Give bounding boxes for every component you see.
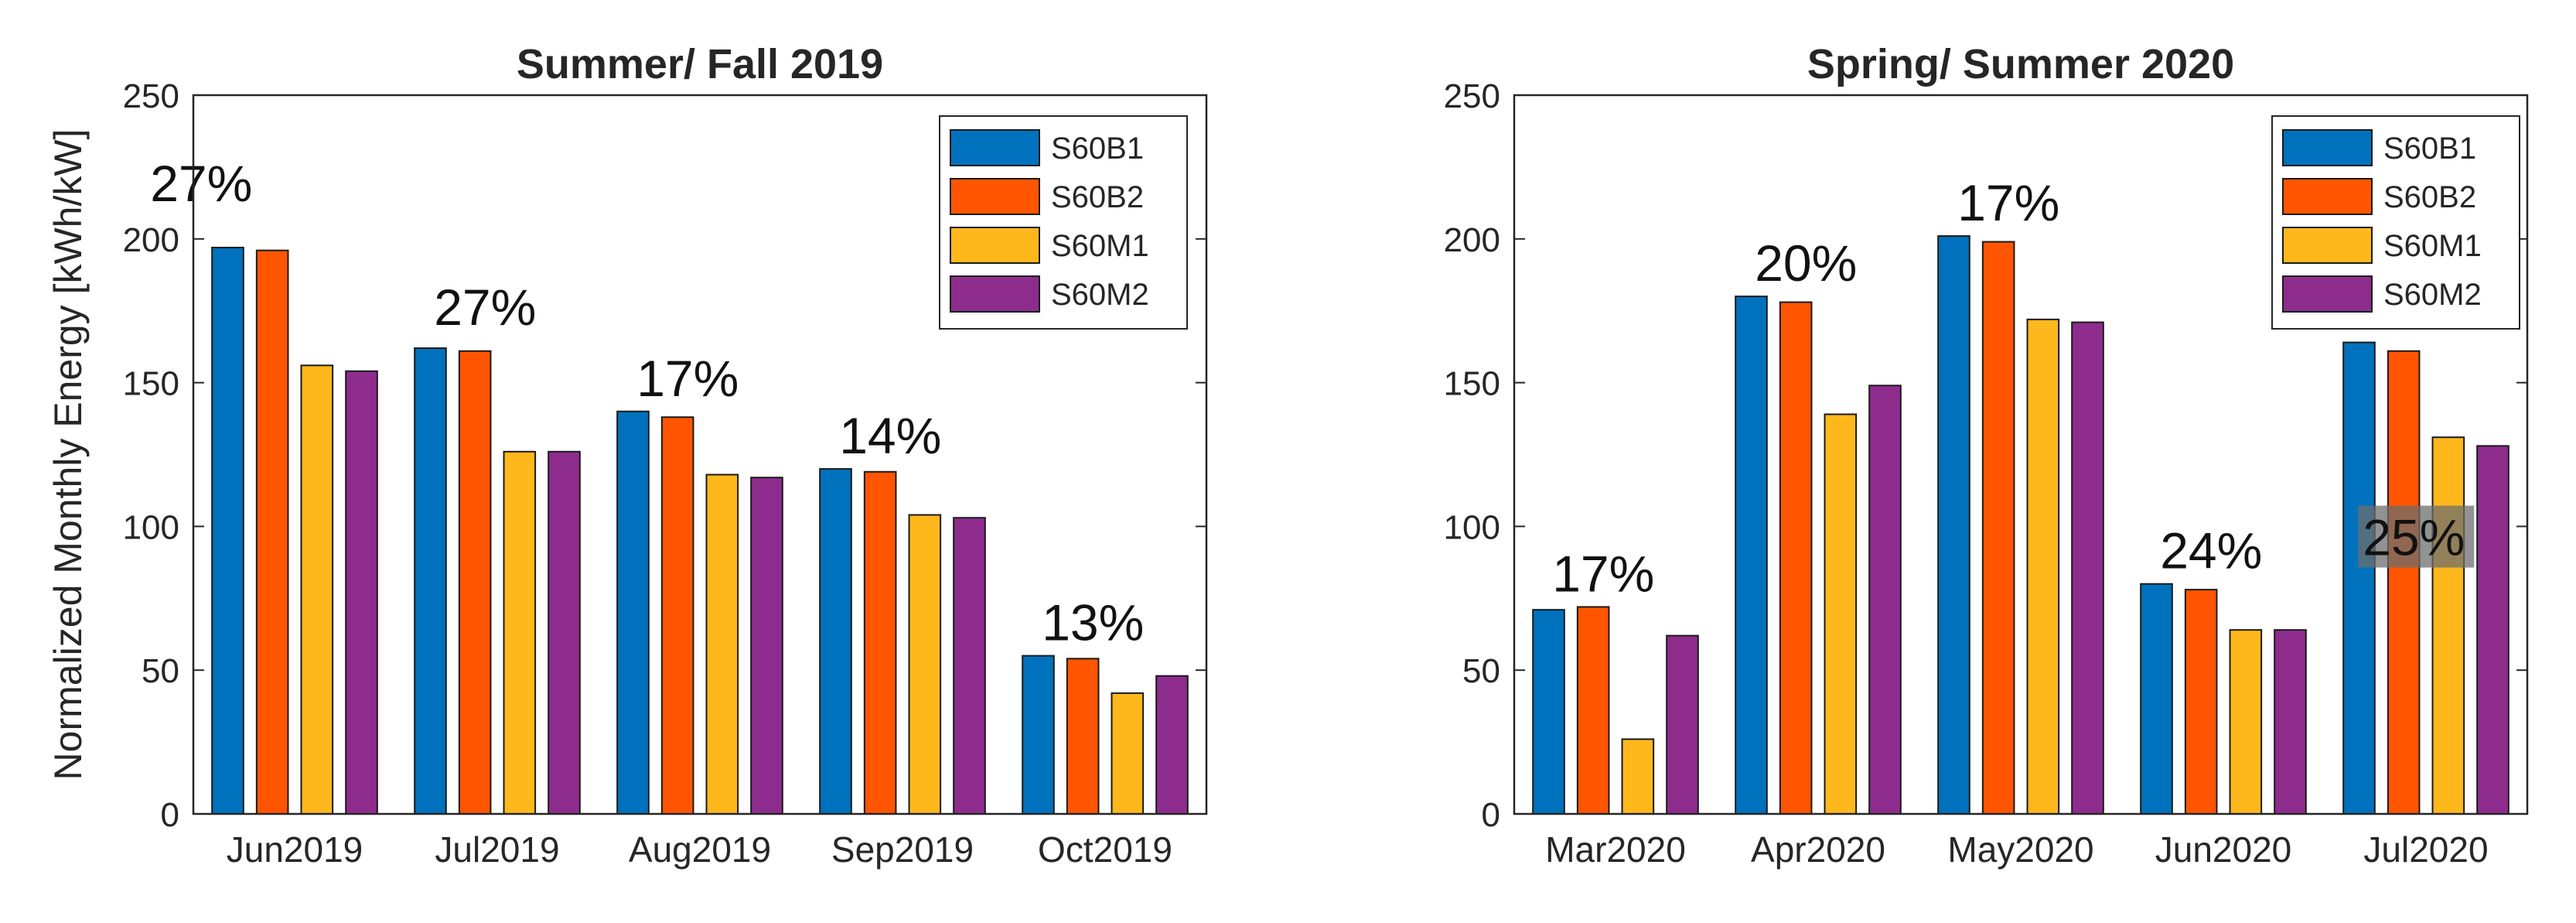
panel-2-bar-S60B2-Mar2020 [1576,606,1610,815]
panel-2-x-tick-label-Mar2020: Mar2020 [1545,829,1686,870]
panel-2-annotation-Jun2020: 24% [2160,522,2262,579]
panel-2-axes-box [1513,94,2529,815]
panel-1-annotation-Aug2019: 17% [636,350,739,407]
panel-2-x-tick-label-Jul2020: Jul2020 [2363,829,2488,870]
panel-2-bar-S60M1-Apr2020 [1824,413,1858,815]
panel-1-x-tick-label-Oct2019: Oct2019 [1038,829,1172,870]
panel-2-annotation-May2020: 17% [1957,174,2059,231]
panel-2-legend-label-S60B2: S60B2 [2383,180,2476,214]
panel-1-y-tick-label-150: 150 [123,365,179,403]
panel-2-chart-title: Spring/ Summer 2020 [1807,41,2234,87]
panel-1-y-axis-label: Normalized Monthly Energy [kWh/kW] [46,129,90,781]
panel-1-bar-S60M1-Jun2019 [300,364,334,815]
panel-2-bar-S60B1-May2020 [1937,235,1970,815]
panel-1-x-tick-label-Sep2019: Sep2019 [831,829,974,870]
panel-1-bar-S60M2-Jul2019 [548,450,581,815]
panel-2-legend-label-S60B1: S60B1 [2383,132,2476,166]
panel-2-y-tick-label-250: 250 [1444,77,1500,115]
panel-2-x-tick-label-Jun2020: Jun2020 [2155,829,2292,870]
panel-2-annotation-Mar2020: 17% [1552,545,1654,602]
panel-2-bar-S60B2-Jul2020 [2387,350,2421,815]
panel-1-legend-label-S60M2: S60M2 [1051,278,1149,312]
panel-1-legend-label-S60B1: S60B1 [1051,132,1144,166]
panel-2-bar-S60M2-Mar2020 [1666,634,1699,815]
panel-1-legend-label-S60B2: S60B2 [1051,180,1144,214]
panel-2-bar-S60M2-May2020 [2071,321,2104,815]
panel-2-annotation-highlight [2358,505,2475,568]
panel-1-y-tick-label-100: 100 [123,508,179,546]
panel-2-bar-S60B2-Jun2020 [2184,589,2218,815]
panel-2-x-tick-label-May2020: May2020 [1947,829,2093,870]
panel-1-bar-S60B1-Jun2019 [211,246,244,815]
panel-2-y-tick-label-0: 0 [1482,796,1500,834]
panel-2-bar-S60M1-Jul2020 [2431,436,2465,815]
panel-1-legend-swatch-S60M2 [950,275,1040,313]
panel-1-bar-S60B1-Jul2019 [414,347,447,815]
panel-1-bar-S60M1-Aug2019 [705,473,739,815]
panel-1-annotation-Jul2019: 27% [434,279,536,336]
panel-1-bar-S60M2-Oct2019 [1155,675,1189,815]
panel-2-legend-swatch-S60B2 [2282,178,2373,215]
panel-1-bar-S60B1-Aug2019 [616,410,650,815]
panel-2-legend-swatch-S60M2 [2282,275,2373,313]
panel-2-legend-swatch-S60B1 [2282,129,2373,166]
panel-1-bar-S60B2-Jul2019 [458,350,492,815]
panel-2-bar-S60B1-Jun2020 [2140,583,2173,815]
panel-2-bar-S60B1-Mar2020 [1532,609,1565,815]
panel-2-bar-S60B1-Apr2020 [1735,296,1768,815]
panel-2-bar-S60M1-Mar2020 [1621,738,1655,815]
panel-2-bar-S60B2-May2020 [1981,241,2015,815]
panel-1-y-tick-label-200: 200 [123,221,179,259]
panel-1-bar-S60M2-Sep2019 [953,517,986,815]
panel-2-legend-swatch-S60M1 [2282,227,2373,264]
panel-1-bar-S60B2-Aug2019 [660,416,694,815]
panel-1-bar-S60B1-Oct2019 [1022,655,1055,815]
panel-2-bar-S60M1-Jun2020 [2229,629,2263,815]
panel-1-annotation-Oct2019: 13% [1042,594,1144,651]
panel-1-bar-S60M2-Aug2019 [750,477,783,815]
panel-1-axes-box [192,94,1208,815]
panel-1-legend-swatch-S60B1 [950,129,1040,166]
panel-2-bar-S60M1-May2020 [2026,318,2060,815]
panel-1-legend-label-S60M1: S60M1 [1051,229,1149,263]
panel-2-bar-S60B2-Apr2020 [1779,301,1813,815]
panel-2-bar-S60M2-Jul2020 [2476,445,2509,815]
panel-1-legend-swatch-S60M1 [950,227,1040,264]
panel-1-x-tick-label-Jun2019: Jun2019 [227,829,363,870]
panel-1-bar-S60B2-Sep2019 [863,470,897,815]
panel-1-annotation-Jun2019: 27% [150,155,252,212]
panel-2-annotation-Jul2020: 25% [2363,509,2465,566]
panel-2-bar-S60M2-Apr2020 [1868,385,1902,815]
panel-1-bar-S60M1-Jul2019 [503,450,537,815]
panel-2-bar-S60M2-Jun2020 [2274,629,2307,815]
panel-2-y-tick-label-200: 200 [1444,221,1500,259]
panel-2-legend-label-S60M1: S60M1 [2383,229,2482,263]
panel-1-bar-S60B2-Jun2019 [255,249,289,815]
panel-1-y-tick-label-50: 50 [142,652,179,690]
panel-1-x-tick-label-Jul2019: Jul2019 [435,829,559,870]
panel-1-bar-S60M2-Jun2019 [345,370,378,815]
panel-1-chart-title: Summer/ Fall 2019 [517,41,883,87]
panel-2-annotation-Apr2020: 20% [1755,234,1857,292]
panel-2-bar-S60B1-Jul2020 [2342,341,2376,815]
panel-2-x-tick-label-Apr2020: Apr2020 [1751,829,1885,870]
panel-1-annotation-Sep2019: 14% [839,407,941,464]
panel-1-legend-swatch-S60B2 [950,178,1040,215]
panel-2-y-tick-label-50: 50 [1462,652,1500,690]
panel-1-bar-S60B2-Oct2019 [1066,658,1100,815]
panel-1-y-tick-label-250: 250 [123,77,179,115]
panel-1-bar-S60M1-Sep2019 [908,514,942,815]
panel-2-legend-label-S60M2: S60M2 [2383,278,2482,312]
panel-2-y-tick-label-150: 150 [1444,365,1500,403]
panel-1-x-tick-label-Aug2019: Aug2019 [629,829,771,870]
panel-1-y-tick-label-0: 0 [161,796,179,834]
panel-2-y-tick-label-100: 100 [1444,508,1500,546]
panel-1-bar-S60M1-Oct2019 [1111,692,1145,815]
panel-1-bar-S60B1-Sep2019 [819,468,852,815]
